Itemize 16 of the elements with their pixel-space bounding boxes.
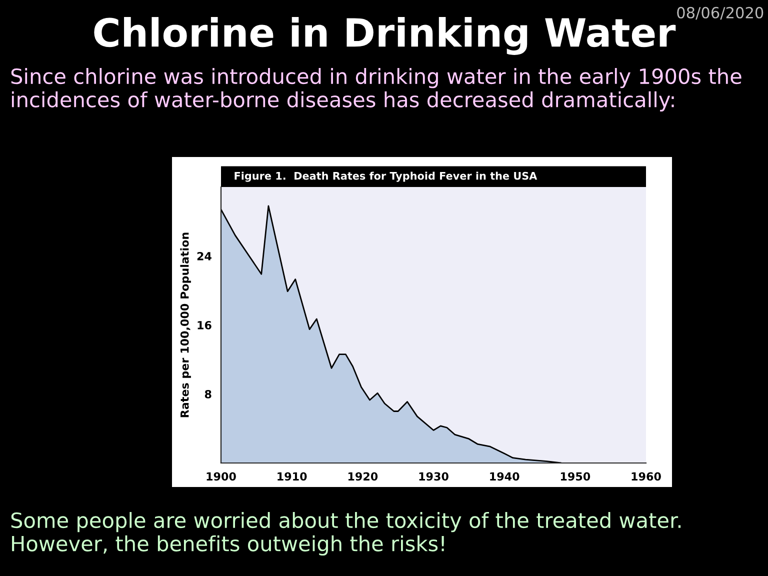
y-tick-label: 24 [197, 252, 212, 260]
x-tick-label: 1930 [419, 472, 448, 481]
y-axis-title: Rates per 100,000 Population [180, 232, 191, 418]
chart-title: Chlorine in Drinking Water [94, 17, 676, 55]
x-tick-label: 1950 [560, 472, 590, 481]
x-tick-label: 1960 [632, 472, 661, 481]
x-tick-label: 1910 [278, 472, 307, 481]
x-tick-label: 1900 [206, 472, 236, 481]
y-tick-label: 8 [204, 390, 212, 398]
y-tick-label: 16 [198, 320, 212, 330]
text: 08/06/2020 [677, 6, 764, 20]
chart-subtitle: Figure 1. Death Rates for Typhoid Fever in the USA [234, 172, 538, 182]
x-tick-label: 1940 [490, 472, 520, 481]
text: Some people are worried about the toxicity of the treated water. However, the benefits outweigh the risks! [11, 512, 681, 556]
text: Since chlorine was introduced in drinking water in the early 1900s the incidences of water-borne diseases has decreased dramatically: [11, 68, 742, 112]
x-tick-label: 1920 [348, 472, 378, 481]
